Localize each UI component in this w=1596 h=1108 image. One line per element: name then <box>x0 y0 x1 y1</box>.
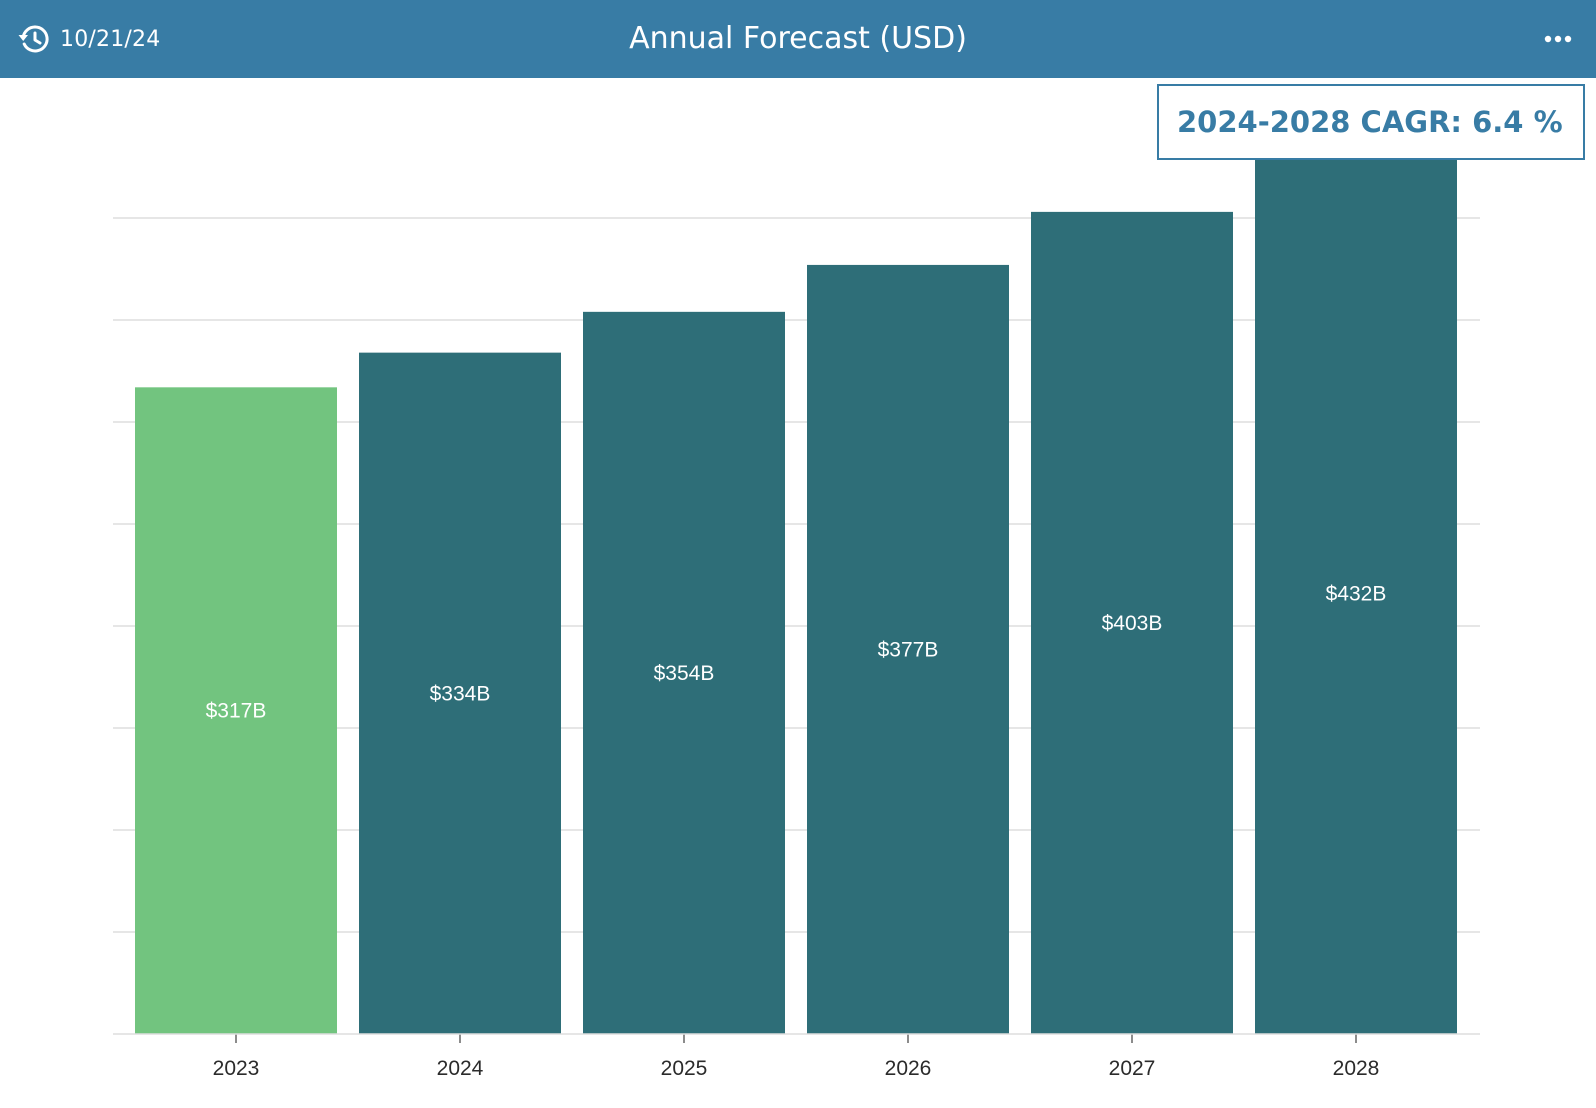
bar-2027[interactable] <box>1031 211 1233 1034</box>
cagr-annotation-text: 2024-2028 CAGR: 6.4 % <box>1177 105 1563 139</box>
bar-2025[interactable] <box>583 311 785 1035</box>
bars: $317B $334B $354B $377B $403B $432B <box>135 152 1457 1035</box>
bar-value-label: $403B <box>1102 612 1163 635</box>
x-tick-label: 2026 <box>885 1057 932 1080</box>
x-tick-label: 2028 <box>1333 1057 1380 1080</box>
header-date: 10/21/24 <box>60 26 161 52</box>
history-icon[interactable] <box>18 23 50 55</box>
x-tick-label: 2024 <box>437 1057 484 1080</box>
x-tick-label: 2025 <box>661 1057 708 1080</box>
more-options-button[interactable] <box>1538 19 1578 59</box>
bar-2026[interactable] <box>807 264 1009 1034</box>
x-tick-label: 2023 <box>213 1057 260 1080</box>
bar-2028[interactable] <box>1255 152 1457 1035</box>
cagr-annotation: 2024-2028 CAGR: 6.4 % <box>1157 84 1585 160</box>
bar-2024[interactable] <box>359 352 561 1034</box>
bar-value-label: $334B <box>430 682 491 705</box>
x-tick-label: 2027 <box>1109 1057 1156 1080</box>
bar-value-label: $317B <box>206 700 267 723</box>
bar-2023[interactable] <box>135 387 337 1034</box>
bar-value-label: $354B <box>654 662 715 685</box>
more-horizontal-icon <box>1544 35 1572 43</box>
bar-value-label: $377B <box>878 638 939 661</box>
x-axis: 2023 2024 2025 2026 2027 2028 <box>113 1033 1480 1080</box>
header-left: 10/21/24 <box>18 0 160 78</box>
gridlines <box>113 217 1480 933</box>
bar-value-label: $432B <box>1326 582 1387 605</box>
